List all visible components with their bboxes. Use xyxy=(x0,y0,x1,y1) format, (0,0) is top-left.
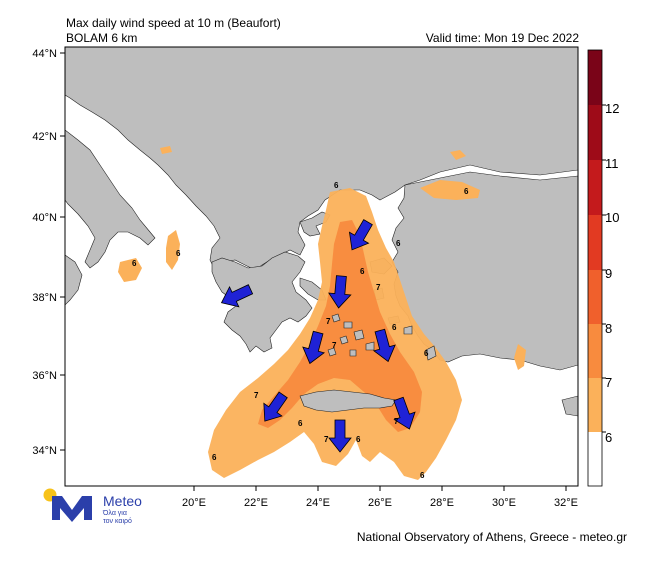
land-italy xyxy=(65,129,156,269)
meteo-logo: Meteo Όλα για τον καιρό xyxy=(43,488,142,525)
lat-label: 34°N xyxy=(32,445,57,457)
lat-label: 38°N xyxy=(32,292,57,304)
logo-tagline-1: Όλα για xyxy=(102,510,127,517)
land-chalkidiki xyxy=(299,211,331,237)
wind-arrow-crete-south xyxy=(328,419,352,453)
colorbar-swatch xyxy=(588,160,602,215)
wind-zone-ionian xyxy=(166,230,180,270)
lon-label: 20°E xyxy=(182,497,206,509)
wind-arrow-ionian xyxy=(220,284,254,308)
colorbar: 6 7 8 9 10 11 12 xyxy=(587,49,619,487)
contour-label: 6 xyxy=(334,181,339,190)
lat-label: 36°N xyxy=(32,370,57,382)
colorbar-label: 9 xyxy=(605,266,612,281)
colorbar-label: 11 xyxy=(605,156,619,171)
footer-credit: National Observatory of Athens, Greece -… xyxy=(356,530,627,544)
contour-label: 7 xyxy=(376,283,381,292)
map-title: Max daily wind speed at 10 m (Beaufort) xyxy=(66,16,281,30)
colorbar-label: 7 xyxy=(605,375,612,390)
colorbar-swatch xyxy=(588,432,602,486)
land-rhodes xyxy=(425,345,437,361)
contour-label: 6 xyxy=(396,239,401,248)
wind-arrow-southwest xyxy=(263,391,288,422)
wind-zone-marmara xyxy=(420,180,480,200)
wind-arrow-southeast xyxy=(393,396,416,430)
valid-time: Valid time: Mon 19 Dec 2022 xyxy=(425,31,579,45)
lat-label: 42°N xyxy=(32,131,57,143)
wind-zone-bf8-core xyxy=(258,220,422,432)
wind-zone-gulf-taranto xyxy=(118,258,142,282)
latitude-axis: 44°N 42°N 40°N 38°N 36°N 34°N xyxy=(32,48,65,457)
wind-arrow-dodecanese xyxy=(372,328,396,363)
colorbar-swatch xyxy=(588,378,602,432)
colorbar-label: 8 xyxy=(605,321,612,336)
contour-label: 7 xyxy=(394,417,399,426)
contour-label: 7 xyxy=(254,391,259,400)
lon-label: 30°E xyxy=(492,497,516,509)
logo-tagline-2: τον καιρό xyxy=(103,517,132,525)
lat-label: 44°N xyxy=(32,48,57,60)
contour-label: 7 xyxy=(326,317,331,326)
wind-zone-blacksea xyxy=(450,150,466,160)
contour-label: 7 xyxy=(332,341,337,350)
meteo-m-icon xyxy=(52,496,92,522)
cyclades-islands xyxy=(327,313,413,357)
land-cyprus xyxy=(561,395,578,417)
wind-arrow-cyclades-west xyxy=(302,330,326,365)
logo-brand: Meteo xyxy=(103,493,142,509)
colorbar-label: 6 xyxy=(605,430,612,445)
colorbar-swatch xyxy=(588,50,602,105)
lon-label: 22°E xyxy=(244,497,268,509)
contour-label: 6 xyxy=(356,435,361,444)
wind-zone-adriatic xyxy=(160,146,172,154)
contour-label: 7 xyxy=(324,435,329,444)
lon-label: 26°E xyxy=(368,497,392,509)
contour-label: 6 xyxy=(132,259,137,268)
contour-label: 6 xyxy=(424,349,429,358)
contour-label: 6 xyxy=(392,323,397,332)
colorbar-label: 12 xyxy=(605,101,619,116)
contour-label: 6 xyxy=(298,419,303,428)
contour-label: 6 xyxy=(464,187,469,196)
colorbar-swatch xyxy=(588,270,602,324)
lon-label: 32°E xyxy=(554,497,578,509)
colorbar-swatch xyxy=(588,215,602,270)
colorbar-label: 10 xyxy=(605,210,619,225)
land-greece xyxy=(211,251,313,353)
wind-arrows xyxy=(220,219,416,453)
model-name: BOLAM 6 km xyxy=(66,31,138,45)
contour-label: 6 xyxy=(176,249,181,258)
lon-label: 28°E xyxy=(430,497,454,509)
wind-arrow-central-aegean xyxy=(328,275,352,309)
land-crete xyxy=(299,389,397,413)
wind-zone-ne-mediterranean xyxy=(514,344,526,370)
contour-label: 6 xyxy=(420,471,425,480)
longitude-axis: 20°E 22°E 24°E 26°E 28°E 30°E 32°E xyxy=(182,486,578,509)
lon-label: 24°E xyxy=(306,497,330,509)
contour-label: 6 xyxy=(360,267,365,276)
map-frame xyxy=(64,46,579,487)
wind-arrow-north-aegean xyxy=(348,219,373,251)
contour-labels: 6 6 6 6 7 7 6 6 6 7 6 7 7 6 7 6 6 6 xyxy=(132,181,469,480)
land-calabria xyxy=(65,254,83,306)
colorbar-swatch xyxy=(588,105,602,160)
contour-label: 6 xyxy=(212,453,217,462)
colorbar-swatch xyxy=(588,324,602,378)
lat-label: 40°N xyxy=(32,212,57,224)
